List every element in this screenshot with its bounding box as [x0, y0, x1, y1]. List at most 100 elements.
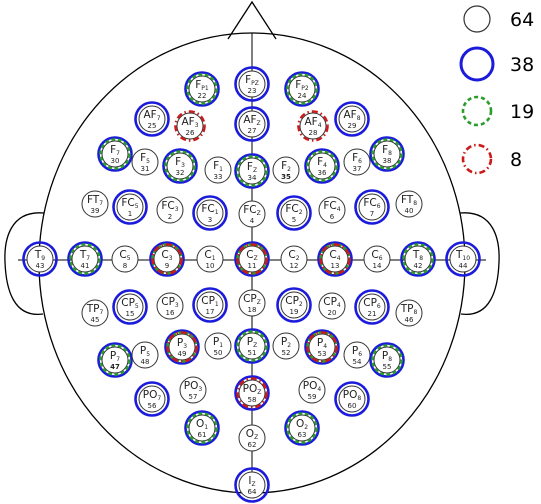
electrode-number: 19 — [290, 308, 299, 316]
set38-ring — [184, 410, 220, 446]
electrode-label: C4 — [329, 249, 340, 262]
electrode-label: AFZ — [243, 114, 260, 127]
electrode-base-ring — [238, 200, 266, 228]
set19-ring — [306, 150, 338, 182]
electrode-base-ring — [179, 376, 207, 404]
electrode-number: 34 — [248, 174, 257, 182]
electrode-base-ring — [176, 112, 204, 140]
electrode-label: F8 — [382, 144, 392, 157]
electrode-number: 44 — [459, 262, 468, 270]
electrode-label: AF8 — [343, 109, 360, 122]
legend-label: 19 — [510, 101, 534, 123]
electrode-number: 2 — [168, 213, 172, 221]
electrode-number: 42 — [414, 262, 423, 270]
electrode-label: F3 — [175, 156, 185, 169]
set38-ring — [234, 153, 270, 189]
set38-ring — [304, 329, 340, 365]
electrode-label: P7 — [110, 350, 120, 363]
legend-label: 64 — [510, 9, 534, 31]
electrode-base-ring — [280, 291, 308, 319]
set38-ring — [284, 410, 320, 446]
legend-item-8: 8 — [461, 143, 522, 175]
electrode-number: 5 — [292, 216, 296, 224]
electrode-number: 20 — [328, 309, 337, 317]
set38-ring — [234, 328, 270, 364]
electrode-number: 41 — [81, 262, 90, 270]
electrode-label: PO7 — [143, 389, 162, 402]
electrode-label: C3 — [161, 249, 172, 262]
electrode-base-ring — [299, 112, 327, 140]
electrode-base-ring — [81, 299, 109, 327]
electrode-number: 15 — [126, 310, 135, 318]
electrode-label: T8 — [412, 249, 423, 262]
set8-ring — [151, 243, 183, 275]
electrode-base-ring — [318, 292, 346, 320]
electrode-label: IZ — [248, 475, 255, 488]
electrode-base-ring — [138, 385, 166, 413]
electrode-number: 47 — [110, 363, 120, 371]
electrode-number: 24 — [298, 92, 307, 100]
electrode-base-ring — [238, 157, 266, 185]
electrode-number: 18 — [248, 306, 257, 314]
set8-ring — [306, 331, 338, 363]
electrode-base-ring — [238, 70, 266, 98]
electrode-label: CP2 — [285, 295, 303, 308]
electrode-number: 60 — [348, 402, 357, 410]
legend-marker — [463, 5, 491, 33]
electrode-base-ring — [116, 193, 144, 221]
electrode-base-ring — [71, 245, 99, 273]
electrode-label: CP3 — [161, 296, 179, 309]
electrode-base-ring — [318, 196, 346, 224]
electrode-base-ring — [138, 105, 166, 133]
electrode-number: 33 — [214, 173, 223, 181]
electrode-base-ring — [280, 199, 308, 227]
electrode-base-ring — [238, 289, 266, 317]
set38-ring — [162, 148, 198, 184]
electrode-label: AF4 — [304, 116, 321, 129]
electrode-number: 23 — [248, 87, 257, 95]
electrode-label: F6 — [352, 152, 362, 165]
electrode-base-ring — [238, 110, 266, 138]
electrode-base-ring — [156, 196, 184, 224]
electrode-base-ring — [101, 346, 129, 374]
electrode-number: 3 — [208, 216, 212, 224]
set38-ring — [334, 101, 370, 137]
electrode-number: 57 — [189, 393, 198, 401]
electrode-number: 4 — [250, 217, 255, 225]
electrode-label: AF3 — [181, 116, 198, 129]
set38-ring — [234, 375, 270, 411]
set38-ring — [369, 342, 405, 378]
set38-ring — [97, 342, 133, 378]
electrode-base-ring — [188, 75, 216, 103]
electrode-label: F2 — [281, 160, 291, 173]
electrode-label: OZ — [246, 428, 258, 441]
electrode-base-ring — [280, 245, 308, 273]
electrode-c5: C58 — [111, 245, 139, 273]
electrode-label: C1 — [204, 249, 215, 262]
electrode-number: 25 — [148, 122, 157, 130]
set38-ring — [192, 195, 228, 231]
electrode-number: 16 — [166, 309, 175, 317]
electrode-label: F5 — [140, 152, 150, 165]
electrode-base-ring — [298, 376, 326, 404]
set19-ring — [69, 243, 101, 275]
electrode-label: T9 — [34, 249, 45, 262]
set38-ring — [445, 241, 481, 277]
electrode-base-ring — [363, 245, 391, 273]
set38-ring — [192, 287, 228, 323]
electrode-base-ring — [321, 245, 349, 273]
set38-ring — [234, 66, 270, 102]
